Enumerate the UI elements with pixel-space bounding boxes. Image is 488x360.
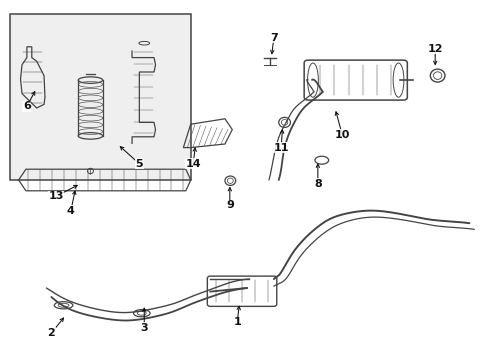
Text: 4: 4 [67, 206, 75, 216]
Bar [10, 14, 190, 180]
Text: 5: 5 [135, 159, 143, 169]
Text: 7: 7 [269, 33, 277, 43]
Text: 8: 8 [313, 179, 321, 189]
Text: 14: 14 [185, 159, 201, 169]
Text: 3: 3 [140, 323, 148, 333]
Text: 12: 12 [427, 44, 442, 54]
Text: 2: 2 [47, 328, 55, 338]
Text: 11: 11 [273, 143, 288, 153]
Text: 10: 10 [334, 130, 349, 140]
Text: 9: 9 [225, 200, 233, 210]
Text: 13: 13 [48, 191, 64, 201]
Text: 6: 6 [23, 101, 31, 111]
Text: 1: 1 [233, 317, 241, 327]
